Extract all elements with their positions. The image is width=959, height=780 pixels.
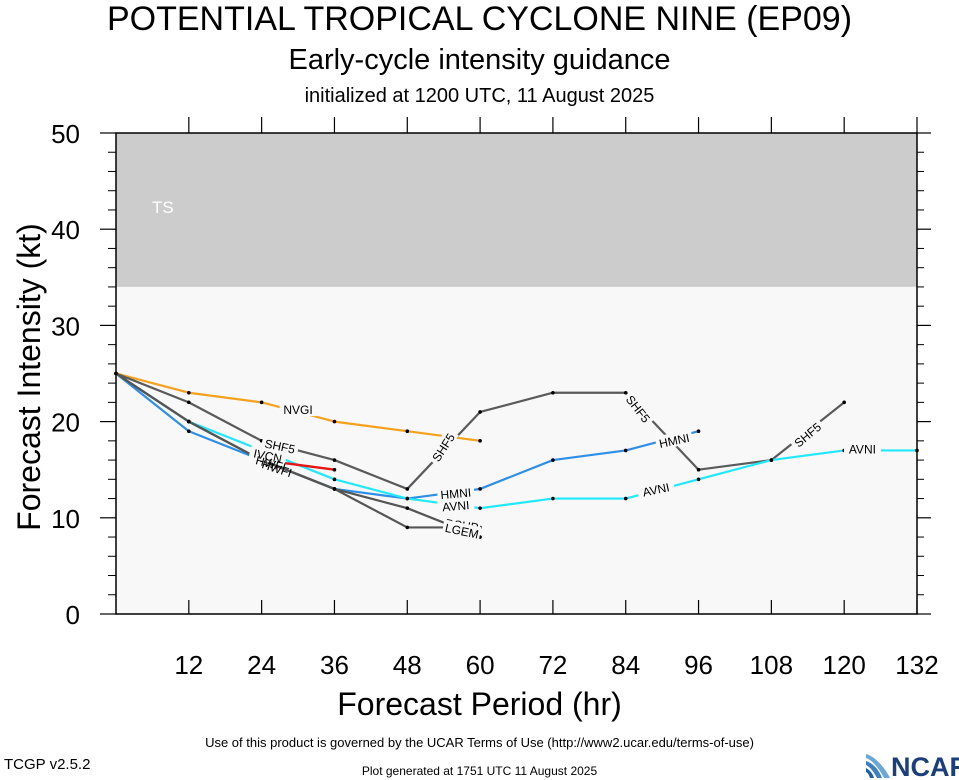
series-label-avni: AVNI xyxy=(436,496,475,514)
series-point-dshp xyxy=(405,525,410,530)
series-line-lgem xyxy=(115,372,481,539)
y-tick-label: 20 xyxy=(51,408,80,438)
series-point-lgem xyxy=(405,506,410,510)
series-label-avni-text: AVNI xyxy=(849,442,876,456)
series-point-hmni xyxy=(696,429,701,434)
series-label-shf5-bg xyxy=(260,434,300,457)
series-label-avni-bg xyxy=(843,441,881,456)
series-point-shf5 xyxy=(842,400,846,405)
series-label-hmni-bg xyxy=(654,429,694,451)
x-tick-label: 60 xyxy=(466,650,495,680)
series-label-ivcn-bg xyxy=(248,444,288,466)
series-label-shf5-bg xyxy=(788,417,826,452)
intensity-band-0 xyxy=(116,133,917,287)
ncar-logo-icon: NCAR xyxy=(866,752,959,780)
series-label-hmni-bg xyxy=(436,484,475,502)
series-label-ivcn-text: IVCN xyxy=(252,446,283,466)
series-label-lgem: LGEM xyxy=(442,519,482,542)
series-point-shf5 xyxy=(187,400,191,405)
series-point-shf5 xyxy=(623,390,628,395)
intensity-chart: TS 0 10 20 30 40 50 12 24 36 48 60 72 84 96 108 120 132 NV… xyxy=(51,117,939,680)
series-point-avni xyxy=(551,496,555,501)
series-point-avni xyxy=(915,448,919,453)
series-point-avni xyxy=(478,506,482,510)
series-point-hmni xyxy=(187,429,191,434)
y-tick-label: 40 xyxy=(51,215,80,245)
series-point-nvgi xyxy=(332,419,337,424)
x-tick-label: 24 xyxy=(247,650,276,680)
series-point-nvgi xyxy=(478,439,482,443)
series-point-avni xyxy=(696,477,701,482)
series-point-avni xyxy=(332,477,337,482)
series-point-shf5 xyxy=(478,410,482,414)
x-tick-label: 48 xyxy=(393,650,422,680)
series-label-ivcn: IVCN xyxy=(248,444,288,466)
series-label-shf5-bg xyxy=(621,389,656,428)
x-tick-label: 132 xyxy=(895,650,938,680)
series-point-avni xyxy=(405,496,410,501)
y-tick-label: 0 xyxy=(66,600,80,630)
x-tick-label: 108 xyxy=(750,650,793,680)
series-label-avni-bg xyxy=(436,496,475,514)
series-label-avni: AVNI xyxy=(636,478,676,500)
series-point-nvgi xyxy=(259,400,264,405)
series-point-shf5 xyxy=(332,458,337,462)
chart-subtitle: Early-cycle intensity guidance xyxy=(288,44,671,76)
series-point-nvgi xyxy=(187,390,191,395)
series-label-nvgi-text: NVGI xyxy=(283,403,312,417)
series-point-shf5 xyxy=(696,467,701,472)
x-tick-label: 84 xyxy=(611,650,640,680)
terms-of-use-text: Use of this product is governed by the U… xyxy=(205,735,754,750)
series-label-avni-text: AVNI xyxy=(442,498,470,514)
series-label-avni-text: AVNI xyxy=(641,480,670,499)
y-tick-label: 30 xyxy=(51,311,80,341)
series-point-shf5 xyxy=(551,390,555,395)
x-axis-label: Forecast Period (hr) xyxy=(337,686,622,722)
x-tick-label: 72 xyxy=(538,650,567,680)
series-point-shf5 xyxy=(405,487,410,491)
generated-time: Plot generated at 1751 UTC 11 August 202… xyxy=(361,764,598,778)
series-label-nvgi-bg xyxy=(279,402,317,417)
band-label: TS xyxy=(152,198,174,217)
series-line-avni xyxy=(115,372,917,510)
init-time: initialized at 1200 UTC, 11 August 2025 xyxy=(304,85,655,107)
series-point-ivcn xyxy=(332,467,337,472)
series-point-lgem xyxy=(114,371,118,376)
series-label-shf5-bg xyxy=(426,427,459,467)
x-tick-label: 96 xyxy=(684,650,713,680)
x-tick-label: 120 xyxy=(822,650,865,680)
series-point-hmni xyxy=(551,458,555,462)
svg-text:NCAR: NCAR xyxy=(891,752,959,780)
series-point-hmni xyxy=(623,448,628,453)
series-point-nvgi xyxy=(405,429,410,434)
y-tick-label: 10 xyxy=(51,504,80,534)
series-label-hmni-text: HMNI xyxy=(658,431,691,451)
x-tick-label: 36 xyxy=(320,650,349,680)
y-tick-label: 50 xyxy=(51,119,80,149)
series-label-avni: AVNI xyxy=(843,441,881,456)
series-point-avni xyxy=(769,458,774,462)
series-label-avni-bg xyxy=(636,478,676,500)
series-label-lgem-bg xyxy=(442,519,482,541)
series-label-lgem-text: LGEM xyxy=(444,521,480,542)
series-point-lgem xyxy=(332,487,337,491)
chart-title: POTENTIAL TROPICAL CYCLONE NINE (EP09) xyxy=(106,0,853,38)
series-label-hmni: HMNI xyxy=(654,429,694,451)
series-label-nvgi: NVGI xyxy=(279,402,317,417)
version-text: TCGP v2.5.2 xyxy=(4,756,91,773)
series-point-hmni xyxy=(478,487,482,491)
series-point-avni xyxy=(623,496,628,501)
x-tick-label: 12 xyxy=(174,650,203,680)
series-point-lgem xyxy=(187,419,191,424)
